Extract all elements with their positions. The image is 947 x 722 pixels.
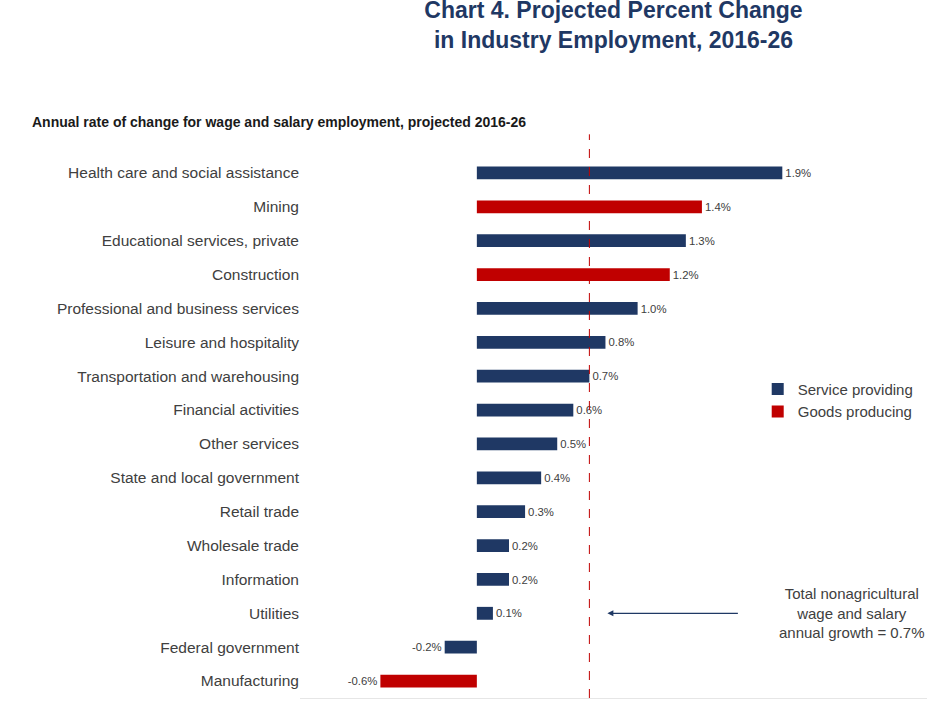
svg-text:0.6%: 0.6% <box>576 404 602 416</box>
svg-text:1.9%: 1.9% <box>785 167 811 179</box>
svg-text:Service providing: Service providing <box>798 381 913 398</box>
svg-text:0.4%: 0.4% <box>544 472 570 484</box>
svg-text:1.3%: 1.3% <box>689 235 715 247</box>
svg-text:Goods producing: Goods producing <box>798 403 912 420</box>
svg-text:0.1%: 0.1% <box>496 607 522 619</box>
svg-text:Transportation and warehousing: Transportation and warehousing <box>77 368 299 385</box>
svg-text:Information: Information <box>221 571 299 588</box>
svg-text:Federal government: Federal government <box>160 639 299 656</box>
svg-text:Financial activities: Financial activities <box>173 401 299 418</box>
svg-text:1.0%: 1.0% <box>641 303 667 315</box>
svg-text:0.7%: 0.7% <box>592 370 618 382</box>
svg-text:Professional and business serv: Professional and business services <box>57 300 299 317</box>
svg-text:Construction: Construction <box>212 266 299 283</box>
svg-text:Other services: Other services <box>199 435 299 452</box>
svg-text:0.3%: 0.3% <box>528 506 554 518</box>
svg-text:-0.2%: -0.2% <box>412 641 442 653</box>
svg-text:1.4%: 1.4% <box>705 201 731 213</box>
svg-text:Health care and social assista: Health care and social assistance <box>68 164 299 181</box>
svg-text:Manufacturing: Manufacturing <box>201 672 299 689</box>
svg-text:1.2%: 1.2% <box>673 269 699 281</box>
svg-text:Retail trade: Retail trade <box>220 503 299 520</box>
svg-text:0.2%: 0.2% <box>512 540 538 552</box>
svg-text:State and local government: State and local government <box>110 469 299 486</box>
svg-text:0.2%: 0.2% <box>512 574 538 586</box>
svg-text:0.8%: 0.8% <box>608 336 634 348</box>
svg-text:Educational services, private: Educational services, private <box>102 232 299 249</box>
svg-text:-0.6%: -0.6% <box>348 675 378 687</box>
svg-text:Utilities: Utilities <box>249 605 299 622</box>
svg-text:Total nonagriculturalwage and: Total nonagriculturalwage and salaryannu… <box>779 585 925 641</box>
svg-text:Wholesale trade: Wholesale trade <box>187 537 299 554</box>
svg-text:Chart 4. Projected Percent Cha: Chart 4. Projected Percent Changein Indu… <box>424 0 802 53</box>
svg-text:Mining: Mining <box>253 198 299 215</box>
svg-text:0.5%: 0.5% <box>560 438 586 450</box>
svg-text:Annual rate of change for wage: Annual rate of change for wage and salar… <box>32 114 526 130</box>
svg-text:Leisure and hospitality: Leisure and hospitality <box>145 334 299 351</box>
